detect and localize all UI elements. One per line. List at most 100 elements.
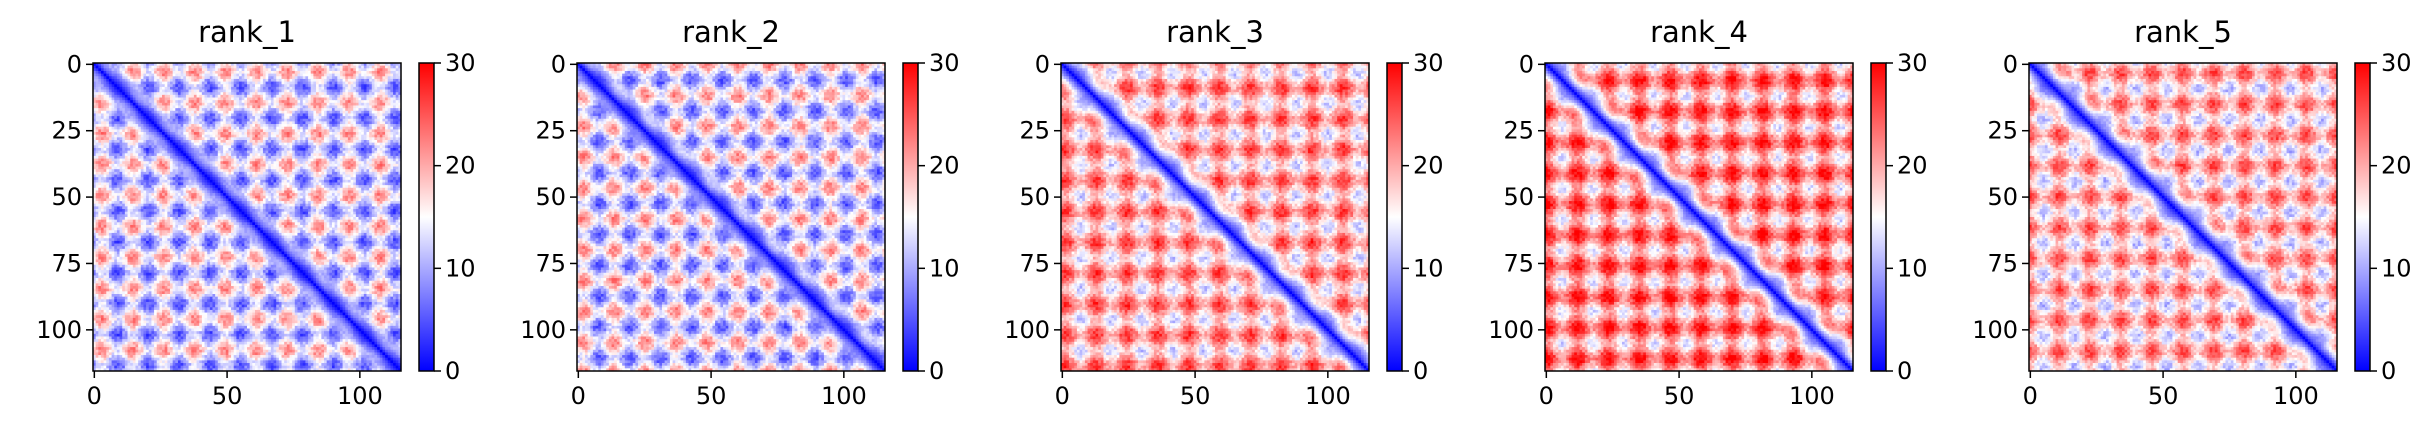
heatmap-cell xyxy=(255,71,258,74)
heatmap-cell xyxy=(120,87,123,90)
heatmap-cell xyxy=(292,90,295,93)
heatmap-cell xyxy=(279,66,282,69)
heatmap-cell xyxy=(125,68,128,71)
heatmap-cell xyxy=(382,71,385,74)
heatmap-cell xyxy=(146,84,149,87)
heatmap-cell xyxy=(305,79,308,82)
heatmap-cell xyxy=(297,92,300,95)
heatmap-cell xyxy=(295,74,298,77)
heatmap-cell xyxy=(149,66,152,69)
heatmap-cell xyxy=(268,98,271,101)
heatmap-cell xyxy=(356,71,359,74)
heatmap-cell xyxy=(340,82,343,85)
heatmap-cell xyxy=(170,87,173,90)
heatmap-cell xyxy=(337,87,340,90)
heatmap-cell xyxy=(388,84,391,87)
heatmap-cell xyxy=(130,103,133,106)
heatmap-cell xyxy=(149,68,152,71)
heatmap-cell xyxy=(276,103,279,106)
heatmap-cell xyxy=(117,87,120,90)
heatmap-cell xyxy=(316,92,319,95)
heatmap-cell xyxy=(125,95,128,98)
heatmap-cell xyxy=(173,68,176,71)
heatmap-cell xyxy=(98,79,101,82)
heatmap-cell xyxy=(170,79,173,82)
heatmap-cell xyxy=(239,76,242,79)
heatmap-cell xyxy=(388,90,391,93)
heatmap-cell xyxy=(390,92,393,95)
heatmap-cell xyxy=(141,82,144,85)
heatmap-cell xyxy=(258,71,261,74)
heatmap-cell xyxy=(374,87,377,90)
heatmap-cell xyxy=(372,92,375,95)
heatmap-cell xyxy=(382,84,385,87)
heatmap-cell xyxy=(231,103,234,106)
heatmap-cell xyxy=(300,84,303,87)
heatmap-cell xyxy=(356,90,359,93)
heatmap-cell xyxy=(170,95,173,98)
heatmap-cell xyxy=(109,87,112,90)
heatmap-cell xyxy=(297,76,300,79)
heatmap-cell xyxy=(274,100,277,103)
heatmap-cell xyxy=(329,103,332,106)
heatmap-cell xyxy=(223,95,226,98)
heatmap-cell xyxy=(335,74,338,77)
heatmap-cell xyxy=(345,82,348,85)
heatmap-cell xyxy=(170,84,173,87)
heatmap-cell xyxy=(135,92,138,95)
heatmap-cell xyxy=(170,71,173,74)
heatmap-cell xyxy=(324,100,327,103)
heatmap-cell xyxy=(364,90,367,93)
heatmap-cell xyxy=(380,68,383,71)
heatmap-cell xyxy=(369,103,372,106)
heatmap-cell xyxy=(361,84,364,87)
heatmap-cell xyxy=(252,98,255,101)
heatmap-cell xyxy=(305,95,308,98)
heatmap-cell xyxy=(133,79,136,82)
heatmap-cell xyxy=(128,103,131,106)
heatmap-cell xyxy=(287,103,290,106)
heatmap-cell xyxy=(244,71,247,74)
heatmap-cell xyxy=(260,103,263,106)
heatmap-cell xyxy=(151,95,154,98)
heatmap-cell xyxy=(199,87,202,90)
heatmap-cell xyxy=(393,100,396,103)
heatmap-cell xyxy=(202,84,205,87)
heatmap-cell xyxy=(191,95,194,98)
heatmap-cell xyxy=(101,79,104,82)
heatmap-cell xyxy=(292,100,295,103)
heatmap-cell xyxy=(125,87,128,90)
heatmap-cell xyxy=(393,76,396,79)
heatmap-cell xyxy=(242,79,245,82)
heatmap-cell xyxy=(282,92,285,95)
heatmap-cell xyxy=(385,90,388,93)
heatmap-cell xyxy=(239,79,242,82)
heatmap-cell xyxy=(151,76,154,79)
heatmap-cell xyxy=(146,68,149,71)
heatmap-cell xyxy=(165,74,168,77)
heatmap-cell xyxy=(212,79,215,82)
heatmap-cell xyxy=(175,90,178,93)
heatmap-cell xyxy=(266,92,269,95)
heatmap-cell xyxy=(316,90,319,93)
heatmap-cell xyxy=(96,100,99,103)
heatmap-cell xyxy=(271,100,274,103)
heatmap-cell xyxy=(181,68,184,71)
heatmap-cell xyxy=(106,71,109,74)
heatmap-cell xyxy=(170,82,173,85)
heatmap-cell xyxy=(178,98,181,101)
heatmap-cell xyxy=(297,100,300,103)
heatmap-cell xyxy=(114,87,117,90)
heatmap-cell xyxy=(279,87,282,90)
heatmap-cell xyxy=(335,90,338,93)
heatmap-cell xyxy=(388,92,391,95)
heatmap-cell xyxy=(154,82,157,85)
heatmap-cell xyxy=(385,66,388,69)
heatmap-cell xyxy=(205,76,208,79)
heatmap-cell xyxy=(223,90,226,93)
heatmap-cell xyxy=(178,74,181,77)
heatmap-cell xyxy=(223,74,226,77)
heatmap-cell xyxy=(382,90,385,93)
heatmap-cell xyxy=(396,76,399,79)
heatmap-cell xyxy=(316,98,319,101)
